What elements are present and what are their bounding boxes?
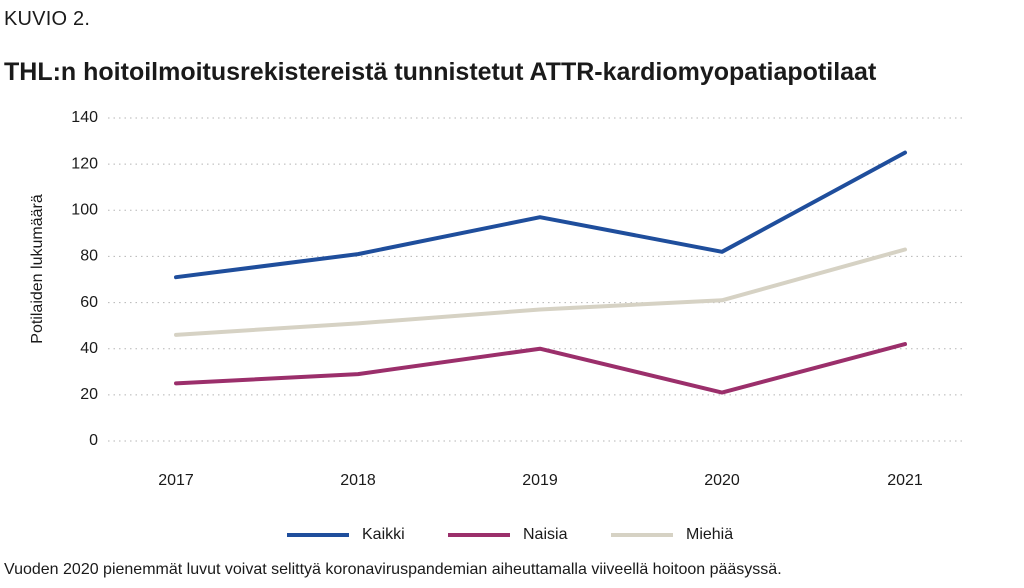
gridlines bbox=[108, 117, 962, 442]
series-line-kaikki bbox=[174, 150, 907, 280]
x-tick-label: 2019 bbox=[522, 472, 558, 489]
y-axis-label: Potilaiden lukumäärä bbox=[29, 194, 46, 344]
y-tick-label: 120 bbox=[71, 155, 98, 172]
chart-title: THL:n hoitoilmoitusrekistereistä tunnist… bbox=[4, 58, 877, 86]
y-tick-label: 20 bbox=[80, 386, 98, 403]
legend-label: Kaikki bbox=[362, 526, 405, 543]
y-tick-label: 60 bbox=[80, 294, 98, 311]
x-tick-label: 2021 bbox=[887, 472, 923, 489]
y-axis-ticks: 0 20 40 60 80 100 120 140 bbox=[71, 109, 98, 449]
legend-label: Miehiä bbox=[686, 526, 733, 543]
series-line-miehiä bbox=[174, 247, 907, 337]
y-tick-label: 100 bbox=[71, 202, 98, 219]
footnote: Vuoden 2020 pienemmät luvut voivat selit… bbox=[4, 561, 782, 578]
figure-number: KUVIO 2. bbox=[4, 8, 91, 30]
y-tick-label: 140 bbox=[71, 109, 98, 126]
legend: Kaikki Naisia Miehiä bbox=[287, 526, 733, 543]
series-lines bbox=[174, 150, 907, 395]
y-tick-label: 80 bbox=[80, 248, 98, 265]
x-tick-label: 2018 bbox=[340, 472, 376, 489]
x-tick-label: 2017 bbox=[158, 472, 194, 489]
x-tick-label: 2020 bbox=[704, 472, 740, 489]
series-line-naisia bbox=[174, 342, 907, 395]
legend-label: Naisia bbox=[523, 526, 568, 543]
y-tick-label: 0 bbox=[89, 432, 98, 449]
y-tick-label: 40 bbox=[80, 340, 98, 357]
x-axis-ticks: 2017 2018 2019 2020 2021 bbox=[158, 472, 923, 489]
